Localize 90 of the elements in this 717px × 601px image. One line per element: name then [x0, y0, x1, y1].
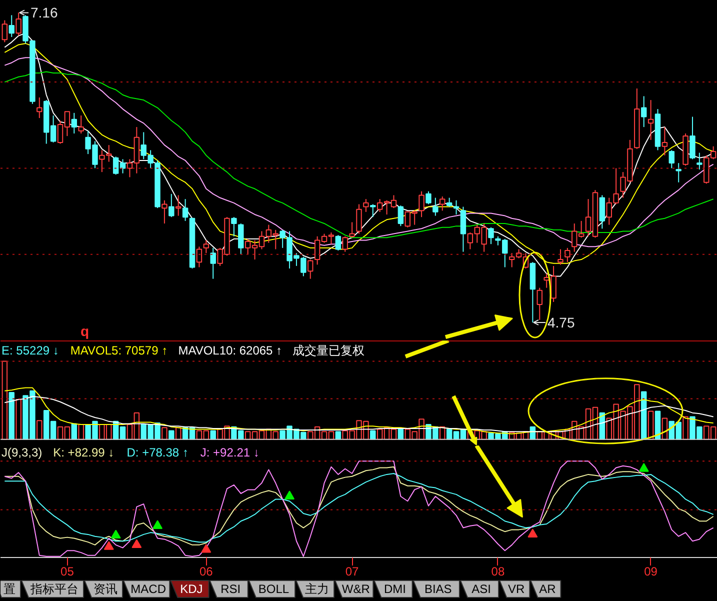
bar — [36, 420, 42, 440]
candlestick — [36, 96, 42, 119]
bar — [16, 399, 22, 440]
bar — [162, 427, 168, 440]
candlestick — [662, 126, 668, 156]
candlestick — [335, 234, 342, 252]
text: BIAS — [424, 582, 452, 596]
point — [132, 539, 142, 548]
candlestick — [690, 116, 696, 160]
candlestick — [564, 247, 570, 263]
candlestick — [196, 246, 202, 268]
candlestick — [342, 236, 348, 252]
candlestick — [696, 152, 702, 170]
point — [284, 490, 295, 500]
text: 指标平台 — [29, 582, 78, 596]
text: AR — [539, 582, 556, 596]
text: W&R — [342, 582, 370, 596]
candlestick — [168, 193, 174, 218]
candlestick — [238, 223, 244, 255]
text: MAVOL10: 62065 ↑ — [178, 343, 282, 358]
candlestick — [426, 190, 432, 205]
annotation: 7.16 — [30, 4, 58, 21]
point — [110, 530, 121, 539]
candlestick — [536, 287, 542, 320]
candlestick — [16, 12, 22, 36]
text: 置 — [3, 582, 16, 596]
candlestick — [398, 204, 404, 227]
candlestick — [668, 150, 675, 169]
point — [528, 528, 538, 538]
candlestick — [488, 226, 494, 245]
bar — [78, 424, 84, 440]
text: VR — [508, 582, 526, 596]
candlestick — [460, 206, 466, 252]
text: ASI — [472, 582, 491, 596]
candlestick — [453, 200, 460, 215]
candlestick — [349, 222, 355, 238]
text: q — [80, 322, 90, 339]
point — [104, 541, 114, 550]
text: 成交量已复权 — [292, 343, 365, 358]
candlestick — [432, 197, 438, 216]
bar — [682, 416, 688, 440]
text: 资讯 — [93, 582, 118, 596]
text: KDJ — [180, 582, 203, 596]
x-tick-label: 05 — [60, 564, 74, 578]
bar — [2, 360, 8, 440]
annotation: 4.75 — [548, 314, 575, 330]
candlestick — [308, 259, 314, 280]
candlestick — [599, 194, 606, 230]
bar — [210, 430, 216, 440]
candlestick — [648, 100, 654, 140]
candlestick — [446, 197, 452, 208]
candlestick — [363, 198, 369, 212]
text: 主力 — [304, 582, 329, 596]
candlestick — [162, 200, 168, 224]
text: RSI — [220, 582, 241, 596]
bar — [370, 430, 376, 440]
point — [201, 544, 212, 553]
candlestick — [231, 216, 237, 237]
text: MACD — [130, 582, 166, 596]
candlestick — [203, 240, 210, 254]
bar — [8, 392, 14, 440]
candlestick — [640, 96, 647, 128]
legend-title: J(9,3,3) — [2, 445, 42, 460]
candlestick — [71, 112, 78, 134]
text: BOLL — [258, 582, 290, 596]
candlestick — [676, 162, 682, 183]
text: DMI — [384, 582, 406, 596]
candlestick — [2, 20, 8, 43]
text: MAVOL5: 70579 ↑ — [70, 343, 168, 358]
candlestick — [558, 248, 564, 266]
bar — [168, 430, 174, 440]
x-tick-label: 08 — [491, 564, 505, 578]
candlestick — [440, 196, 446, 212]
candlestick — [78, 114, 84, 134]
text: K: +82.99 ↓ — [53, 445, 114, 460]
series-label: E: 55229 ↓ — [2, 343, 59, 358]
candlestick — [370, 204, 376, 218]
candlestick — [8, 14, 14, 38]
candlestick — [210, 247, 216, 280]
point — [152, 520, 163, 529]
x-tick-label: 06 — [199, 564, 214, 578]
candlestick — [176, 194, 182, 216]
candlestick — [182, 198, 188, 222]
series-label: J: +92.21 ↓ — [200, 445, 260, 460]
candlestick — [356, 204, 362, 234]
point — [638, 463, 649, 472]
x-tick-label: 07 — [345, 564, 360, 578]
x-tick-label: 09 — [644, 564, 658, 578]
candlestick — [418, 190, 424, 218]
text: D: +78.38 ↑ — [126, 445, 188, 460]
